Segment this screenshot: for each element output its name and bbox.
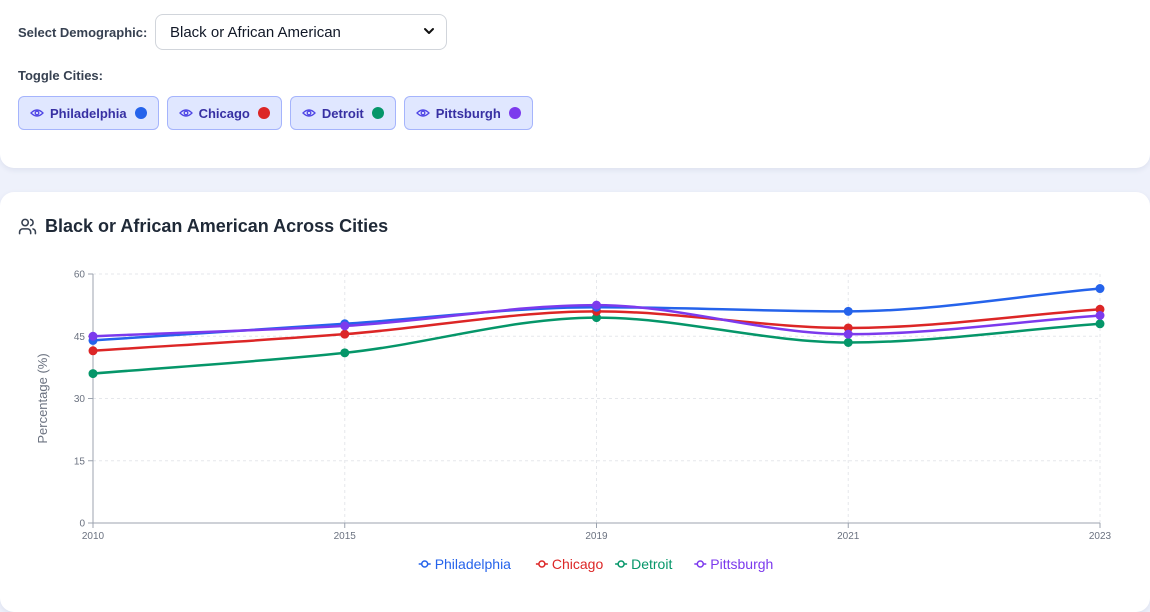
line-chart: 0 15 30 45 60 2010 2015 2019 2021 2023 Percentage … — [35, 270, 1112, 573]
users-icon — [18, 218, 37, 235]
y-tick-label: 60 — [74, 270, 86, 281]
toggle-philadelphia[interactable]: Philadelphia — [18, 96, 159, 130]
demographic-select-value: Black or African American — [170, 23, 341, 41]
data-point-pittsburgh — [843, 329, 853, 339]
legend-marker — [696, 560, 705, 568]
toggle-label: Pittsburgh — [435, 105, 501, 121]
eye-icon — [30, 109, 44, 117]
data-point-detroit — [340, 348, 350, 358]
demographic-select[interactable]: Black or African American — [155, 14, 447, 50]
color-dot — [134, 107, 147, 119]
toggle-chicago[interactable]: Chicago — [166, 96, 282, 130]
data-point-pittsburgh — [88, 331, 98, 341]
y-tick-label: 0 — [79, 519, 85, 530]
chart-header: Black or African American Across Cities — [18, 216, 388, 237]
y-tick-label: 30 — [74, 394, 86, 405]
x-tick-label: 2023 — [1089, 531, 1112, 542]
data-point-pittsburgh — [592, 300, 601, 310]
data-point-pittsburgh — [1095, 311, 1105, 320]
city-toggles: Philadelphia Chicago Detroit Pittsburgh — [18, 96, 533, 130]
color-dot — [371, 107, 384, 119]
toggle-cities-label: Toggle Cities: — [18, 68, 103, 83]
y-tick-label: 15 — [74, 456, 86, 467]
y-tick-label: 45 — [74, 332, 86, 343]
data-point-chicago — [340, 329, 350, 339]
x-tick-label: 2021 — [837, 531, 860, 542]
eye-icon — [178, 109, 193, 117]
legend-label: Philadelphia — [435, 556, 511, 572]
toggle-detroit[interactable]: Detroit — [289, 96, 396, 130]
y-axis-label: Percentage (%) — [35, 353, 50, 443]
chart-card: Black or African American Across Cities … — [0, 192, 1150, 612]
toggle-label: Philadelphia — [50, 105, 127, 121]
eye-icon — [415, 109, 430, 117]
color-dot — [257, 107, 270, 119]
legend-marker — [617, 560, 625, 568]
chevron-down-icon — [424, 28, 434, 34]
data-point-detroit — [88, 369, 98, 379]
chart-title: Black or African American Across Cities — [45, 216, 389, 236]
toggle-pittsburgh[interactable]: Pittsburgh — [403, 96, 533, 130]
x-tick-label: 2015 — [334, 531, 357, 542]
legend-label: Chicago — [552, 556, 604, 572]
toggle-label: Chicago — [198, 105, 250, 121]
toggle-label: Detroit — [321, 105, 364, 121]
data-point-pittsburgh — [340, 321, 350, 331]
select-demographic-label: Select Demographic: — [18, 25, 148, 40]
legend-label: Detroit — [631, 556, 672, 572]
eye-icon — [301, 109, 316, 117]
x-tick-label: 2019 — [585, 531, 608, 542]
legend-marker — [538, 560, 546, 568]
color-dot — [508, 107, 521, 119]
legend-label: Pittsburgh — [710, 556, 773, 572]
data-point-philadelphia — [843, 306, 853, 316]
x-tick-label: 2010 — [82, 531, 105, 542]
data-point-chicago — [88, 346, 98, 356]
data-point-detroit — [1095, 319, 1105, 329]
data-point-detroit — [843, 337, 853, 347]
controls-panel: Select Demographic: Black or African Ame… — [0, 0, 1150, 168]
data-point-philadelphia — [1095, 284, 1105, 294]
legend-marker — [420, 560, 429, 568]
